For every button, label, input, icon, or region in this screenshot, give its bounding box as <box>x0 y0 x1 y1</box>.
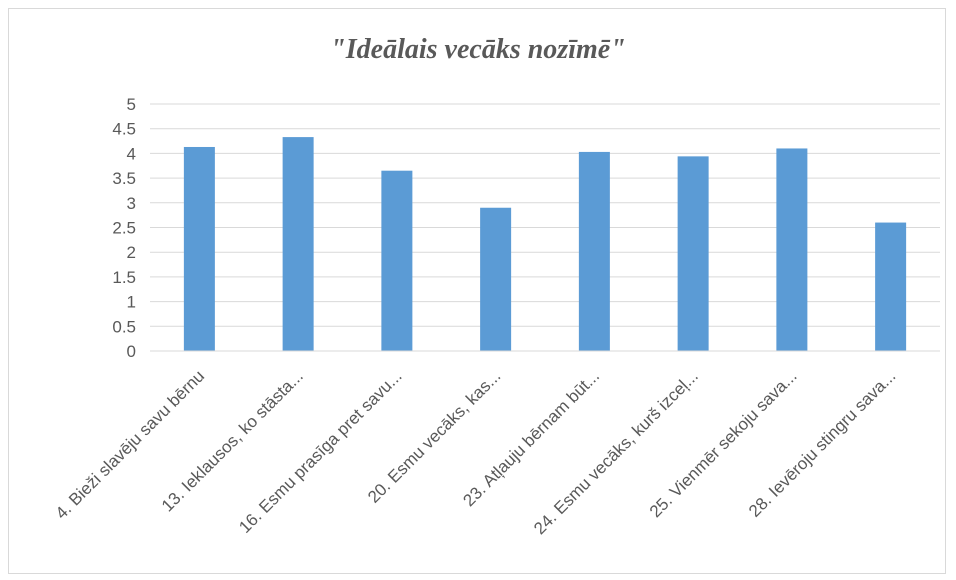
gridlines <box>150 103 940 327</box>
y-axis-ticks: 0 0.5 1 1.5 2 2.5 3 3.5 4 4.5 5 <box>112 95 136 361</box>
bar <box>677 156 709 351</box>
bar <box>480 207 512 351</box>
bar <box>282 137 314 351</box>
bar <box>381 170 413 351</box>
bars <box>183 137 907 351</box>
y-tick-label: 1 <box>127 293 136 312</box>
chart-title: "Ideālais vecāks nozīmē" <box>330 34 626 65</box>
bar <box>578 151 610 351</box>
y-tick-label: 4 <box>127 144 136 163</box>
x-category-label: 24. Esmu vecāks, kurš izceļ... <box>530 366 702 538</box>
y-tick-label: 5 <box>127 95 136 114</box>
y-tick-label: 0 <box>127 342 136 361</box>
y-tick-label: 0.5 <box>112 317 136 336</box>
y-tick-label: 4.5 <box>112 120 136 139</box>
bar <box>776 148 808 351</box>
y-tick-label: 3 <box>127 194 136 213</box>
bar <box>183 146 215 351</box>
bar <box>875 222 907 351</box>
y-tick-label: 2.5 <box>112 219 136 238</box>
y-tick-label: 2 <box>127 243 136 262</box>
y-tick-label: 3.5 <box>112 169 136 188</box>
x-category-label: 16. Esmu prasīga pret savu... <box>235 366 405 536</box>
y-tick-label: 1.5 <box>112 268 136 287</box>
